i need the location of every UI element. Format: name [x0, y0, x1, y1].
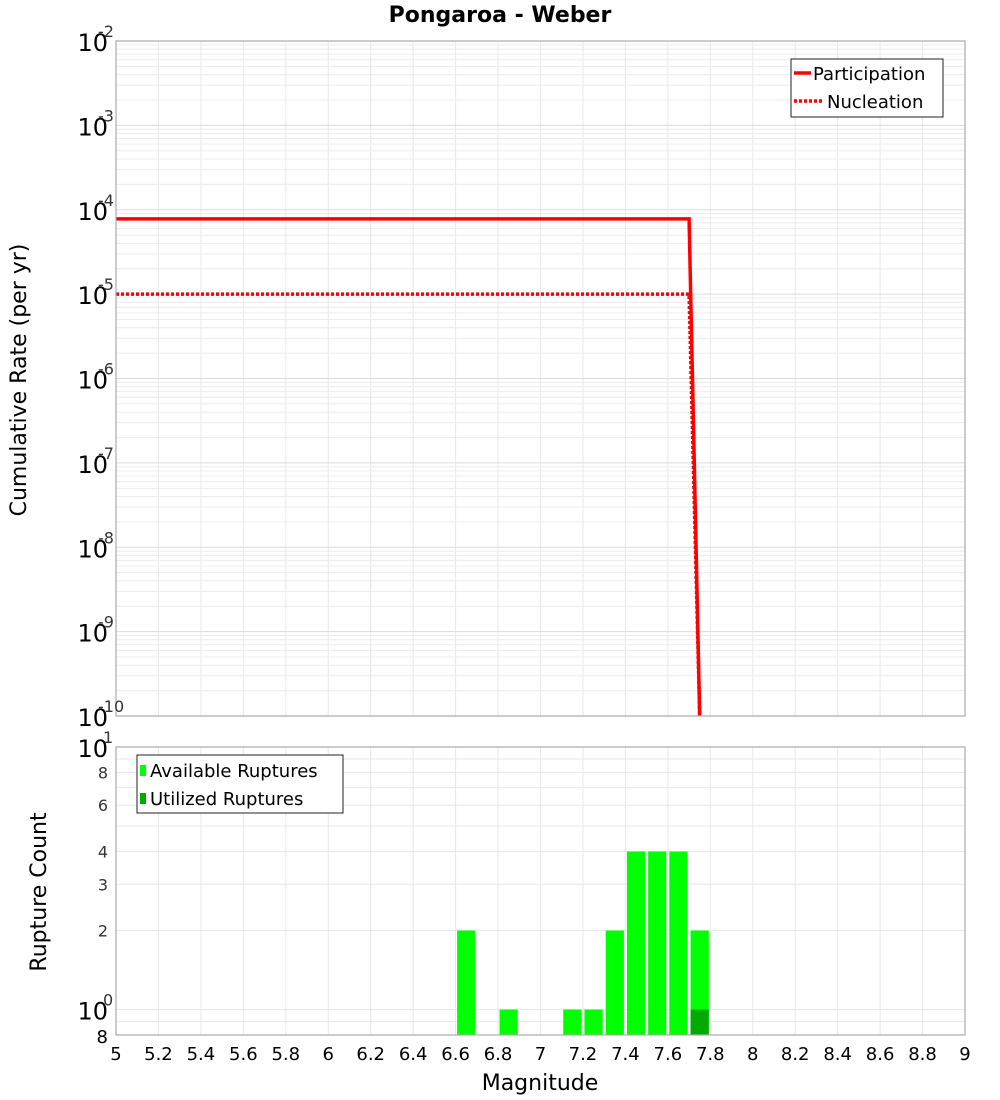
rate-plot-series: [116, 217, 702, 717]
x-tick-label: 6.6: [441, 1044, 470, 1065]
x-tick-label: 8.4: [823, 1044, 852, 1065]
y-tick-exponent: -7: [98, 444, 114, 463]
y-tick-label: 10: [77, 29, 108, 57]
count-legend: Available Ruptures Utilized Ruptures: [136, 754, 344, 814]
x-tick-label: 8.8: [908, 1044, 937, 1065]
rate-plot: 10-210-310-410-510-610-710-810-910-10 Cu…: [7, 22, 966, 732]
count-plot-bars: [457, 851, 709, 1035]
y-tick-label: 10: [77, 998, 108, 1026]
y-tick-exponent: -9: [98, 613, 114, 632]
x-tick-label: 5.2: [144, 1044, 173, 1065]
x-tick-label: 6: [323, 1044, 334, 1065]
y-tick-exponent: -3: [98, 106, 114, 125]
x-tick-label: 5.6: [229, 1044, 258, 1065]
y-tick-exponent: 0: [103, 991, 113, 1010]
y-tick-exponent: -8: [98, 528, 114, 547]
y-tick-exponent: -6: [98, 360, 114, 379]
available-bar: [499, 1009, 518, 1035]
y-tick-label: 10: [77, 367, 108, 395]
available-swatch: [140, 765, 146, 776]
y-tick-exponent: -4: [98, 191, 114, 210]
y-tick-exponent: 1: [103, 728, 113, 747]
available-bar: [669, 851, 688, 1035]
utilized-swatch: [140, 793, 146, 804]
x-tick-label: 7.4: [611, 1044, 640, 1065]
x-tick-label: 5: [110, 1044, 121, 1065]
y-tick-label: 4: [98, 842, 108, 861]
y-tick-label: 8: [98, 763, 108, 782]
x-tick-label: 7.8: [696, 1044, 725, 1065]
y-tick-exponent: -5: [98, 275, 114, 294]
y-tick-label: 10: [77, 451, 108, 479]
x-tick-label: 8.6: [866, 1044, 895, 1065]
y-tick-label: 3: [98, 875, 108, 894]
x-tick-label: 6.4: [399, 1044, 428, 1065]
y-tick-label: 10: [77, 620, 108, 648]
available-bar: [457, 930, 476, 1035]
x-tick-label: 5.8: [271, 1044, 300, 1065]
available-bar: [648, 851, 667, 1035]
x-tick-label: 5.4: [187, 1044, 216, 1065]
x-tick-label: 6.2: [356, 1044, 385, 1065]
y-tick-exponent: -2: [98, 22, 114, 41]
y-tick-label: 10: [77, 282, 108, 310]
available-bar: [563, 1009, 582, 1035]
y-tick-label: 10: [77, 535, 108, 563]
rate-plot-grid: [116, 41, 966, 716]
available-bar: [584, 1009, 603, 1035]
available-bar: [626, 851, 646, 1035]
y-tick-label: 8: [97, 1027, 108, 1048]
y-tick-label: 6: [98, 796, 108, 815]
x-tick-label: 7: [535, 1044, 546, 1065]
x-tick-label: 9: [959, 1044, 970, 1065]
legend-nucleation: Nucleation: [827, 92, 923, 113]
legend-participation: Participation: [813, 64, 925, 85]
rate-legend: Participation Nucleation: [790, 58, 944, 118]
rate-y-axis-label: Cumulative Rate (per yr): [7, 244, 32, 517]
x-tick-label: 8: [747, 1044, 758, 1065]
x-tick-label: 7.6: [654, 1044, 683, 1065]
y-tick-exponent: -10: [98, 697, 124, 716]
legend-available: Available Ruptures: [150, 761, 318, 782]
utilized-bar: [690, 1009, 709, 1035]
y-tick-label: 10: [77, 735, 108, 763]
nucleation-line: [116, 292, 702, 717]
y-tick-label: 2: [98, 922, 108, 941]
x-tick-label: 6.8: [484, 1044, 513, 1065]
participation-line: [116, 217, 702, 717]
y-tick-label: 10: [77, 113, 108, 141]
available-bar: [605, 930, 624, 1035]
y-tick-label: 10: [77, 704, 108, 732]
x-tick-label: 8.2: [781, 1044, 810, 1065]
rate-plot-y-ticks: 10-210-310-410-510-610-710-810-910-10: [77, 22, 124, 732]
count-y-axis-label: Rupture Count: [27, 812, 52, 972]
y-tick-label: 10: [77, 198, 108, 226]
available-bar: [690, 930, 709, 1035]
chart-title: Pongaroa - Weber: [389, 3, 612, 28]
legend-utilized: Utilized Ruptures: [150, 789, 303, 810]
x-axis-label: Magnitude: [482, 1071, 599, 1096]
x-tick-label: 7.2: [569, 1044, 598, 1065]
x-axis-ticks: 5 5.2 5.4 5.6 5.8 6 6.2 6.4 6.6 6.8 7 7.2 7.4 7.6 7.8 8…: [110, 1044, 970, 1065]
